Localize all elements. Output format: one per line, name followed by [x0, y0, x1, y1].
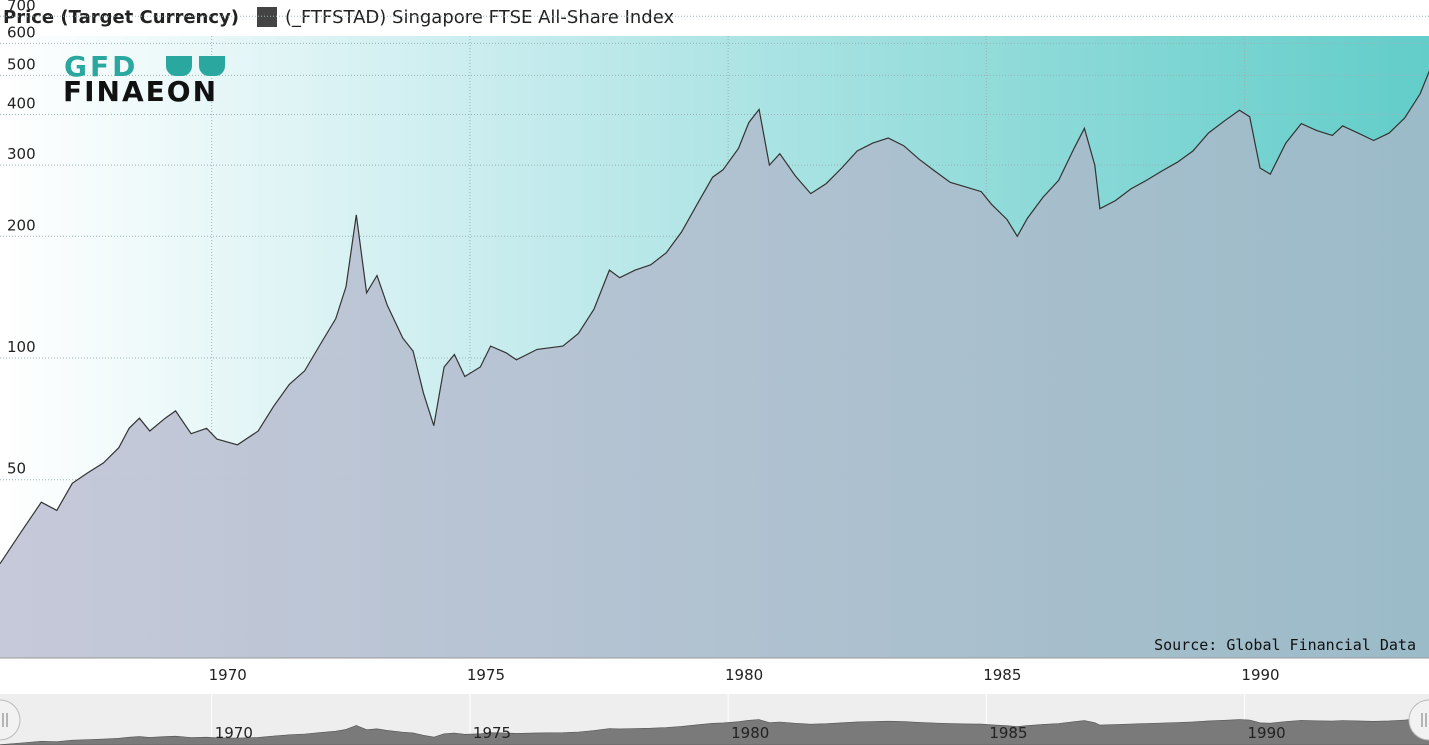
series-area[interactable] [0, 0, 1429, 658]
x-tick-label: 1990 [1241, 666, 1279, 684]
navigator-tick-label: 1990 [1248, 724, 1286, 742]
y-tick-label: 400 [7, 95, 36, 113]
x-axis-ticks: 1970197519801985199019952000200520102015… [209, 666, 1280, 684]
navigator-tick-label: 1980 [731, 724, 769, 742]
logo-line1: GFD [64, 50, 138, 83]
legend-bar: Price (Target Currency) (_FTFSTAD) Singa… [0, 0, 1429, 34]
y-tick-label: 300 [7, 145, 36, 163]
navigator-area [0, 717, 1429, 745]
logo-leaf-1 [166, 56, 192, 76]
y-tick-label: 200 [7, 216, 36, 234]
series-line[interactable] [0, 0, 1429, 565]
y-axis-ticks: 50100200300400500600700800 [7, 0, 36, 478]
series-swatch[interactable] [257, 7, 277, 27]
navigator[interactable]: 1970197519801985199019952000200520102015 [0, 694, 1429, 745]
x-tick-label: 1970 [209, 666, 247, 684]
series-legend-label[interactable]: (_FTFSTAD) Singapore FTSE All-Share Inde… [285, 6, 675, 28]
navigator-left-handle[interactable] [0, 699, 21, 741]
y-axis-title: Price (Target Currency) [3, 6, 239, 28]
x-tick-label: 1980 [725, 666, 763, 684]
navigator-right-handle[interactable] [1408, 699, 1429, 741]
x-tick-label: 1985 [983, 666, 1021, 684]
navigator-tick-label: 1970 [215, 724, 253, 742]
x-tick-label: 1975 [467, 666, 505, 684]
navigator-tick-label: 1975 [473, 724, 511, 742]
source-label: Source: Global Financial Data [1154, 636, 1416, 654]
y-tick-label: 100 [7, 338, 36, 356]
y-tick-label: 500 [7, 55, 36, 73]
y-tick-label: 600 [7, 23, 36, 41]
navigator-ticks: 1970197519801985199019952000200520102015 [215, 724, 1286, 742]
logo-leaf-2 [199, 56, 225, 76]
y-tick-label: 700 [7, 0, 36, 14]
logo-line2: FINAEON [63, 75, 218, 108]
gfd-finaeon-logo: GFD FINAEON [63, 50, 225, 108]
y-tick-label: 50 [7, 460, 26, 478]
navigator-tick-label: 1985 [989, 724, 1027, 742]
